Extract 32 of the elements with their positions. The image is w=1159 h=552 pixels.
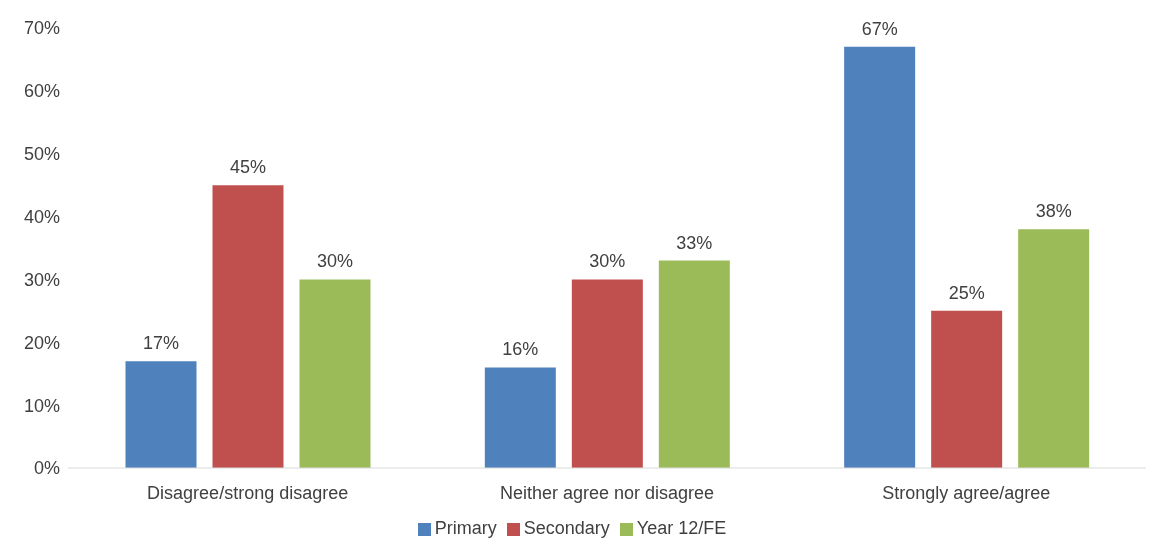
y-tick-label: 0% bbox=[33, 458, 60, 479]
data-label: 25% bbox=[948, 282, 985, 303]
bar bbox=[484, 367, 556, 468]
y-tick-label: 60% bbox=[23, 81, 60, 102]
data-label: 17% bbox=[142, 333, 180, 354]
y-tick-label: 50% bbox=[23, 144, 60, 165]
legend-label: Secondary bbox=[523, 518, 610, 538]
y-tick-label: 70% bbox=[23, 18, 60, 39]
data-label: 38% bbox=[1035, 201, 1072, 222]
data-label: 30% bbox=[589, 251, 626, 272]
data-label: 30% bbox=[316, 251, 354, 272]
bar bbox=[571, 279, 643, 468]
x-tick-label: Disagree/strong disagree bbox=[147, 482, 349, 503]
legend-label: Primary bbox=[434, 518, 497, 538]
y-tick-label: 20% bbox=[23, 332, 60, 353]
y-tick-label: 40% bbox=[23, 206, 60, 227]
legend-label: Year 12/FE bbox=[636, 518, 727, 538]
data-label: 33% bbox=[676, 232, 713, 253]
bar bbox=[1018, 229, 1090, 468]
data-label: 16% bbox=[502, 339, 539, 360]
bar bbox=[299, 279, 371, 468]
x-tick-label: Neither agree nor disagree bbox=[499, 482, 715, 503]
bar bbox=[844, 46, 916, 468]
data-label: 67% bbox=[861, 18, 898, 39]
y-tick-label: 10% bbox=[23, 395, 60, 416]
bar bbox=[212, 185, 284, 468]
data-label: 45% bbox=[229, 157, 267, 178]
y-tick-label: 30% bbox=[23, 269, 60, 290]
bar bbox=[125, 361, 197, 468]
bar bbox=[931, 310, 1003, 468]
bar bbox=[658, 260, 730, 468]
x-tick-label: Strongly agree/agree bbox=[882, 482, 1051, 503]
